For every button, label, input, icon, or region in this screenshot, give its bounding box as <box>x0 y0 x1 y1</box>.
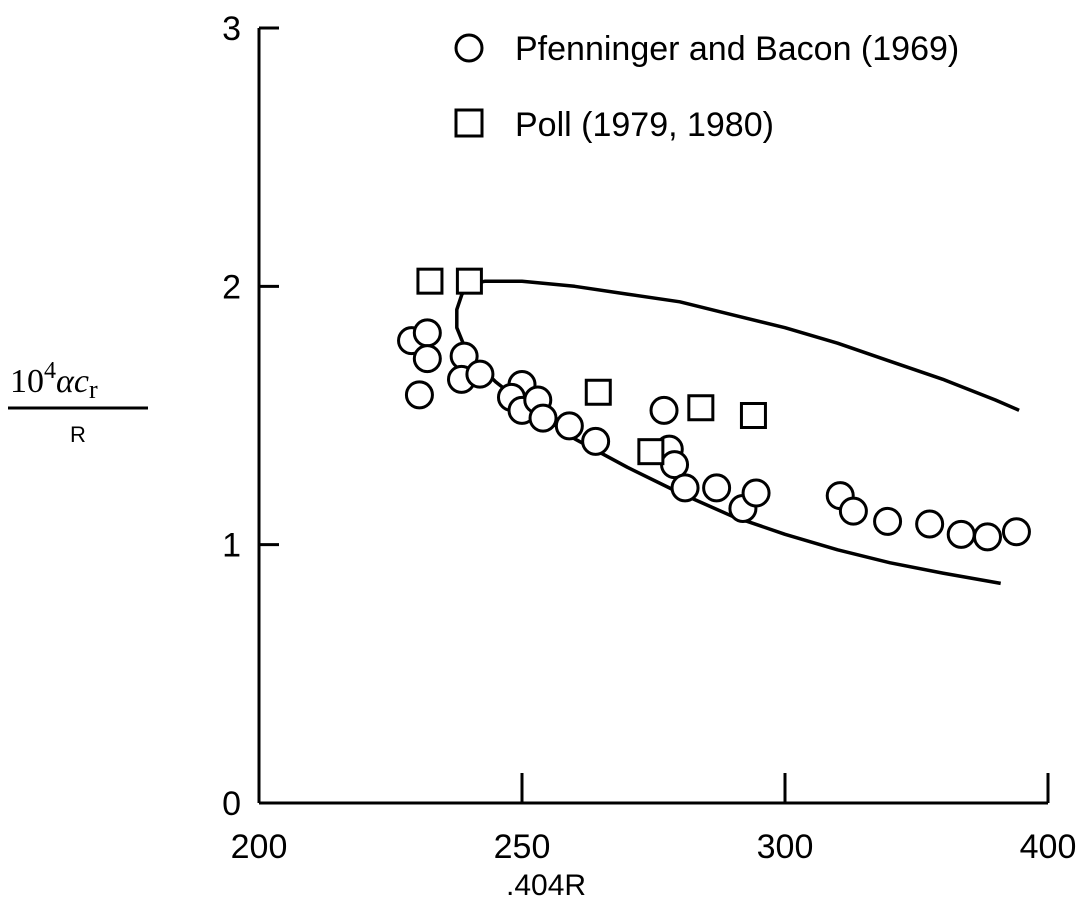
y-axis-title-symbol: αc <box>56 363 89 400</box>
axes <box>257 28 1048 805</box>
data-point-circle <box>649 395 679 425</box>
data-point-circle <box>412 318 442 348</box>
data-point-circle <box>581 426 611 456</box>
data-point-circle <box>404 380 434 410</box>
data-point-circle <box>915 509 945 539</box>
x-axis-title: .404R <box>506 869 586 902</box>
y-tick-label: 2 <box>222 268 241 306</box>
y-axis-title-subscript: r <box>89 375 98 404</box>
data-point-circle <box>1001 517 1031 547</box>
x-tick-label: 400 <box>1020 828 1077 866</box>
legend-marker-square <box>454 108 484 138</box>
y-tick-label: 3 <box>222 10 241 48</box>
y-tick-label: 1 <box>222 527 241 565</box>
x-tick-label: 300 <box>757 828 814 866</box>
data-point-square <box>637 438 665 466</box>
y-axis-title: 104αcr R <box>8 358 148 447</box>
data-point-square <box>455 267 483 295</box>
legend-label: Pfenninger and Bacon (1969) <box>515 30 959 68</box>
data-point-square <box>416 267 444 295</box>
data-point-circle <box>670 473 700 503</box>
data-point-square <box>584 378 612 406</box>
x-tick-label: 250 <box>494 828 551 866</box>
data-point-circle <box>412 344 442 374</box>
legend: Pfenninger and Bacon (1969) Poll (1979, … <box>454 30 959 144</box>
data-point-square <box>687 394 715 422</box>
data-point-circle <box>465 359 495 389</box>
data-point-circle <box>946 519 976 549</box>
y-axis-title-exponent: 4 <box>44 358 56 384</box>
legend-marker-circle <box>454 33 484 63</box>
data-point-circle <box>741 478 771 508</box>
legend-label: Poll (1979, 1980) <box>515 106 774 144</box>
data-point-circle <box>554 411 584 441</box>
y-axis-title-numerator: 104αcr <box>10 358 98 404</box>
data-point-square <box>739 402 767 429</box>
data-point-circle <box>528 403 558 433</box>
y-axis-title-denominator: R <box>70 422 86 447</box>
y-tick-label: 0 <box>222 785 241 823</box>
data-point-circle <box>702 473 732 503</box>
tick-labels: 0 1 2 3 200 250 300 400 <box>222 10 1076 866</box>
data-point-circle <box>873 506 903 536</box>
data-point-circle <box>838 496 868 526</box>
y-axis-title-prefix: 10 <box>10 363 44 400</box>
ticks <box>257 26 1050 805</box>
x-tick-label: 200 <box>231 828 288 866</box>
data-point-circle <box>973 522 1003 552</box>
data-points <box>397 267 1031 552</box>
